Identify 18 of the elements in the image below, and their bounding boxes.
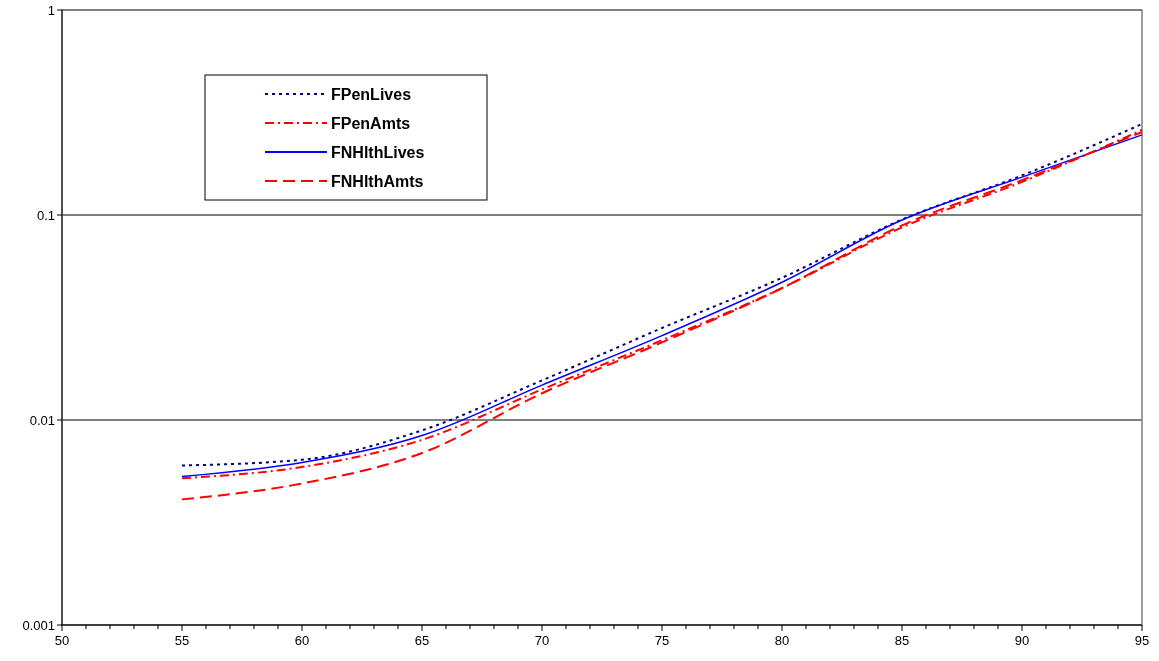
x-tick-label: 60 (294, 633, 310, 648)
x-tick-label: 50 (54, 633, 70, 648)
x-tick-label: 70 (534, 633, 550, 648)
x-tick-label: 55 (174, 633, 190, 648)
x-tick-label: 90 (1014, 633, 1030, 648)
x-tick-label: 95 (1134, 633, 1150, 648)
x-tick-label: 85 (894, 633, 910, 648)
y-tick-label: 0.01 (29, 412, 55, 428)
x-tick-label: 80 (774, 633, 790, 648)
legend-label: FPenLives (331, 85, 412, 103)
legend-label: FNHlthLives (331, 143, 425, 161)
legend-label: FNHlthAmts (331, 172, 424, 190)
legend-label: FPenAmts (331, 114, 411, 132)
y-tick-label: 0.001 (22, 617, 55, 633)
x-tick-label: 75 (654, 633, 670, 648)
y-tick-label: 1 (47, 2, 55, 18)
y-tick-label: 0.1 (36, 207, 55, 223)
x-tick-label: 65 (414, 633, 430, 648)
